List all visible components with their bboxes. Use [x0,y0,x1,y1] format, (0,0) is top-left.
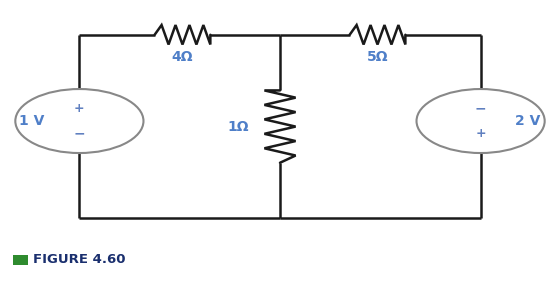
Text: FIGURE 4.60: FIGURE 4.60 [32,253,125,266]
Text: −: − [475,102,487,116]
Text: 4Ω: 4Ω [172,50,193,64]
Text: +: + [475,127,486,140]
FancyBboxPatch shape [12,255,29,266]
Text: 1Ω: 1Ω [227,120,249,133]
Text: +: + [74,102,85,115]
Text: 5Ω: 5Ω [367,50,388,64]
Text: 2 V: 2 V [515,114,540,128]
Text: −: − [73,126,85,140]
Text: 1 V: 1 V [20,114,45,128]
